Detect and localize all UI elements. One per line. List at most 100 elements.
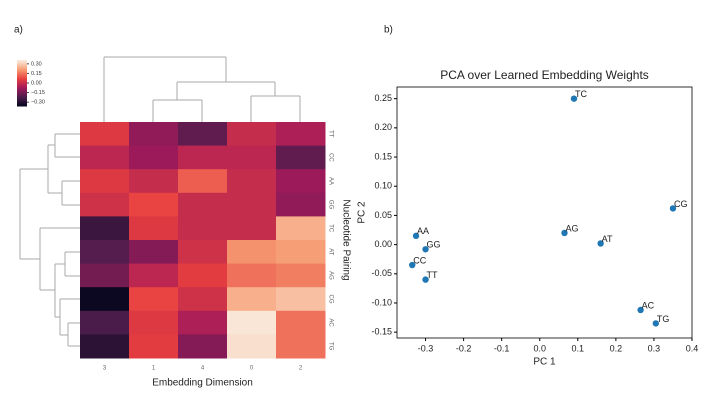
heatmap-cell <box>276 240 326 265</box>
colorbar-segment <box>17 64 27 67</box>
x-tick-label: -0.1 <box>494 343 510 353</box>
heatmap-cell <box>129 145 179 170</box>
colorbar-segment <box>17 79 27 82</box>
y-tick-label: AT <box>327 248 333 256</box>
x-tick-label: 2 <box>299 366 303 372</box>
point-label: AG <box>565 223 578 233</box>
heatmap-cell <box>227 287 277 312</box>
heatmap-cell <box>276 263 326 288</box>
point <box>570 95 578 102</box>
y-tick-label: TC <box>327 224 333 233</box>
colorbar-tick-label: 0.30 <box>31 61 42 67</box>
point-label: AC <box>642 300 655 310</box>
heatmap-cell <box>178 122 228 147</box>
colorbar-segment <box>17 66 27 69</box>
colorbar-tick-label: −0.30 <box>31 100 45 106</box>
colorbar-tick-label: 0.00 <box>31 80 42 86</box>
heatmap-cell <box>276 192 326 217</box>
y-tick-label: 0.20 <box>374 122 392 132</box>
colorbar-tick-label: 0.15 <box>31 71 42 77</box>
colorbar-segment <box>17 83 27 85</box>
heatmap-cell <box>178 287 228 312</box>
point <box>422 276 429 283</box>
heatmap-cell <box>178 216 228 241</box>
colorbar-segment <box>17 76 27 78</box>
colorbar-tick-label: −0.15 <box>31 90 45 96</box>
y-tick-label: -0.10 <box>371 297 392 307</box>
point <box>669 205 677 212</box>
colorbar-segment <box>17 80 27 83</box>
heatmap-cell <box>276 169 326 194</box>
colorbar-segment <box>17 74 27 77</box>
colorbar-segment <box>17 71 27 74</box>
colorbar-segment <box>17 65 27 68</box>
heatmap-cell <box>129 192 179 217</box>
heatmap-cell <box>80 240 130 265</box>
colorbar-segment <box>17 62 27 64</box>
heatmap-cell <box>129 310 179 335</box>
point <box>561 229 568 237</box>
heatmap-cell <box>80 310 130 335</box>
heatmap-cell <box>80 192 130 217</box>
y-tick-label: 0.15 <box>374 151 392 161</box>
heatmap-cell <box>80 169 130 194</box>
heatmap-cell <box>129 263 179 288</box>
y-tick-label: CC <box>327 153 333 162</box>
y-tick-label: AA <box>327 177 333 185</box>
heatmap-cell <box>276 334 326 359</box>
heatmap-cell <box>178 263 228 288</box>
colorbar-segment <box>17 104 27 107</box>
point <box>652 320 660 327</box>
x-tick-label: 0 <box>250 366 254 372</box>
point-label: CG <box>674 199 688 209</box>
y-tick-label: 0.05 <box>374 210 392 220</box>
plot-frame <box>396 86 693 339</box>
point-label: AA <box>417 226 429 236</box>
x-tick-label: 0.4 <box>686 343 699 353</box>
colorbar-segment <box>17 91 27 93</box>
heatmap-cell <box>276 145 326 170</box>
y-tick-label: AC <box>327 318 333 327</box>
colorbar-segment <box>17 95 27 98</box>
heatmap-cell <box>80 145 130 170</box>
y-axis-label: PC 2 <box>357 201 368 224</box>
colorbar-segment <box>17 92 27 94</box>
y-tick-label: GG <box>327 200 333 210</box>
chart-title: PCA over Learned Embedding Weights <box>440 68 649 82</box>
x-axis-label: Embedding Dimension <box>152 378 253 389</box>
heatmap-cell <box>276 122 326 147</box>
heatmap-cell <box>178 334 228 359</box>
heatmap-cell <box>129 240 179 265</box>
colorbar-segment <box>17 63 27 66</box>
colorbar-segment <box>17 60 27 62</box>
colorbar-segment <box>17 100 27 102</box>
point-label: TT <box>427 270 438 280</box>
left-dendrogram <box>19 133 80 347</box>
colorbar-segment <box>17 84 27 86</box>
point-label: TG <box>657 314 670 324</box>
colorbar-segment <box>17 78 27 81</box>
y-tick-label: CG <box>327 295 333 304</box>
y-tick-label: 0.10 <box>374 181 392 191</box>
heatmap-cell <box>80 334 130 359</box>
heatmap-cell <box>129 122 179 147</box>
heatmap-cell <box>129 216 179 241</box>
colorbar-segment <box>17 73 27 76</box>
heatmap-cell <box>80 287 130 312</box>
colorbar-segment <box>17 68 27 70</box>
heatmap-cell <box>129 287 179 312</box>
heatmap-cell <box>80 122 130 147</box>
x-tick-label: 3 <box>103 366 107 372</box>
colorbar-segment <box>17 99 27 101</box>
colorbar-segment <box>17 96 27 99</box>
heatmap-cell <box>227 169 277 194</box>
colorbar-segment <box>17 101 27 104</box>
heatmap-cell <box>227 122 277 147</box>
heatmap-cell <box>129 334 179 359</box>
heatmap-cell <box>178 145 228 170</box>
y-tick-label: TT <box>327 130 333 138</box>
colorbar-segment <box>17 93 27 95</box>
x-tick-label: 0.2 <box>610 343 623 353</box>
x-axis-label: PC 1 <box>533 357 556 368</box>
